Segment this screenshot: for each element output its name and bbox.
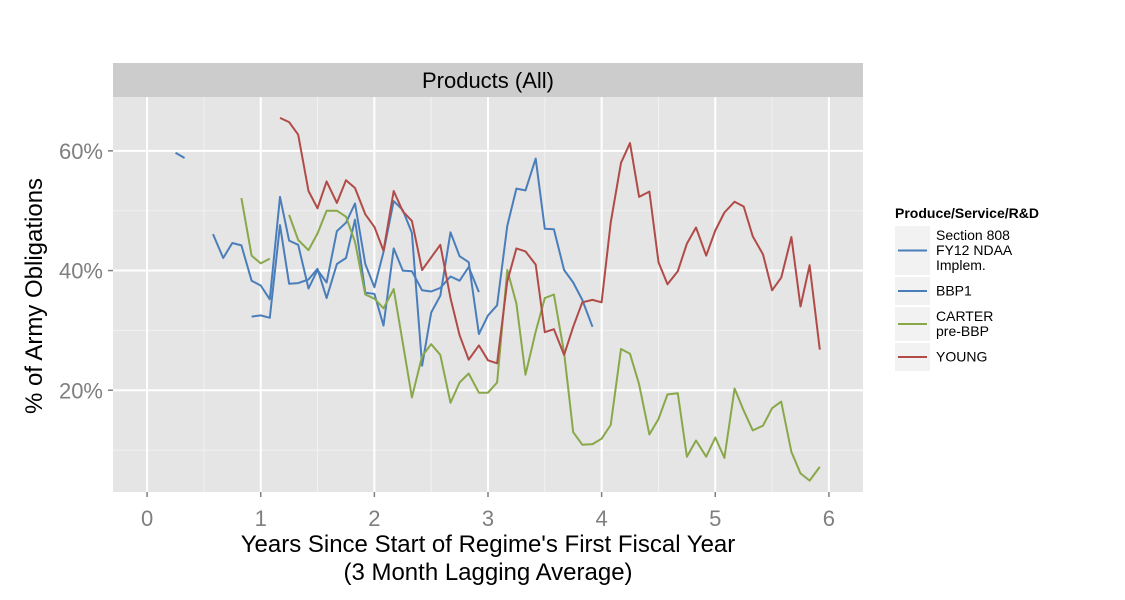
x-tick-label: 2 bbox=[368, 506, 380, 531]
series-line-0 bbox=[174, 151, 186, 159]
series-line-2 bbox=[240, 197, 271, 265]
legend-label: Section 808 bbox=[936, 227, 1010, 243]
y-axis-title: % of Army Obligations bbox=[21, 178, 48, 414]
legend-label: pre-BBP bbox=[936, 323, 989, 339]
series-lines bbox=[174, 116, 821, 482]
legend-label: BBP1 bbox=[936, 283, 972, 299]
x-tick-label: 3 bbox=[482, 506, 494, 531]
x-axis-title-line2: (3 Month Lagging Average) bbox=[343, 559, 632, 586]
strip-background bbox=[113, 63, 863, 97]
x-tick-label: 0 bbox=[141, 506, 153, 531]
x-tick-label: 5 bbox=[709, 506, 721, 531]
legend-label: CARTER bbox=[936, 308, 993, 324]
panel-title: Products (All) bbox=[422, 68, 554, 93]
legend-label: YOUNG bbox=[936, 349, 987, 365]
series-line-3 bbox=[279, 116, 821, 365]
y-tick-label: 40% bbox=[59, 259, 103, 284]
x-tick-label: 4 bbox=[596, 506, 608, 531]
y-tick-label: 20% bbox=[59, 378, 103, 403]
legend-label: FY12 NDAA bbox=[936, 242, 1013, 258]
series-line-2 bbox=[288, 209, 821, 482]
legend-title: Produce/Service/R&D bbox=[895, 205, 1039, 221]
x-axis-title-line1: Years Since Start of Regime's First Fisc… bbox=[241, 531, 736, 558]
x-tick-label: 1 bbox=[255, 506, 267, 531]
y-tick-label: 60% bbox=[59, 139, 103, 164]
x-tick-label: 6 bbox=[823, 506, 835, 531]
y-axis: 20% 40% 60% bbox=[59, 139, 113, 403]
x-axis: 0 1 2 3 4 5 6 bbox=[141, 492, 835, 531]
legend-label: Implem. bbox=[936, 257, 986, 273]
